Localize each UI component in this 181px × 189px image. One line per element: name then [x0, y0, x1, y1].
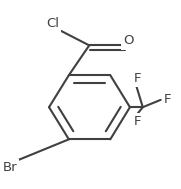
Text: F: F	[134, 115, 141, 128]
Text: Br: Br	[2, 161, 17, 174]
Text: F: F	[134, 72, 141, 85]
Text: O: O	[123, 34, 134, 47]
Text: F: F	[164, 93, 172, 106]
Text: Cl: Cl	[46, 17, 59, 30]
